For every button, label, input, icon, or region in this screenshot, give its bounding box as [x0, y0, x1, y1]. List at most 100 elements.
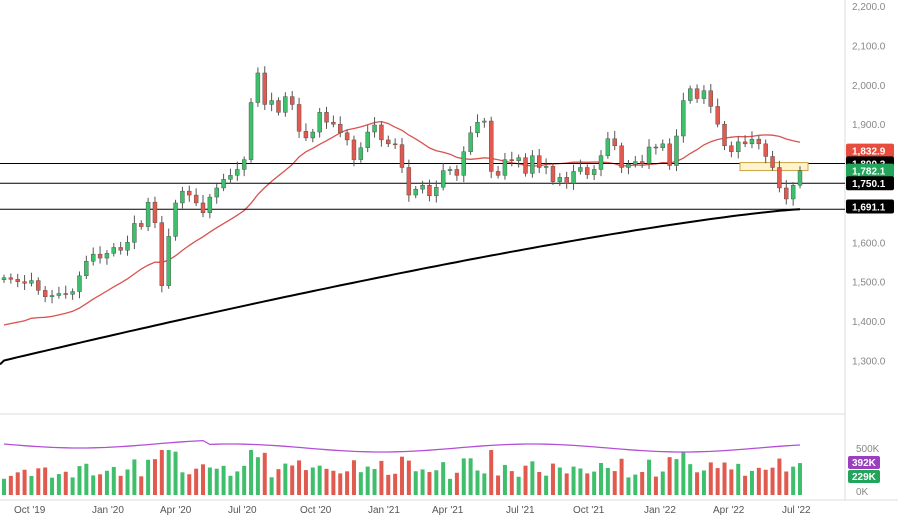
candle-body [365, 131, 370, 148]
candle-body [674, 135, 679, 166]
volume-bar [626, 477, 631, 495]
volume-bar [2, 478, 6, 495]
y-tick-label: 1,300.0 [852, 356, 886, 367]
candle-body [482, 120, 487, 123]
volume-bar [798, 463, 802, 495]
candle-body [543, 166, 549, 168]
candle-body [91, 253, 96, 262]
candle-body [248, 102, 254, 160]
y-tick-label: 1,600.0 [852, 238, 886, 249]
volume-bar [235, 471, 240, 495]
volume-bar [461, 458, 466, 495]
volume-bar [502, 464, 507, 495]
volume-bar [365, 466, 370, 495]
candle-body [132, 223, 137, 243]
volume-bar [756, 467, 761, 495]
volume-bar [489, 450, 494, 495]
candle-body [434, 186, 439, 197]
volume-bar [132, 459, 137, 495]
volume-bar [70, 477, 75, 495]
candle-body [111, 247, 116, 254]
volume-bar [8, 475, 13, 495]
candle-body [392, 143, 398, 146]
volume-bar [43, 467, 48, 495]
candle-body [591, 169, 597, 175]
candle-body [344, 132, 350, 141]
volume-bar [63, 471, 68, 495]
volume-bar [612, 471, 617, 495]
candle-body [454, 169, 460, 176]
candle-body [509, 159, 514, 161]
candle-body [324, 112, 329, 123]
volume-bar [358, 472, 363, 495]
x-tick-label: Jan '21 [368, 505, 400, 516]
candle-body [461, 151, 466, 176]
volume-bar [633, 474, 638, 495]
x-tick-label: Apr '21 [432, 505, 464, 516]
candle-body [585, 167, 590, 175]
candle-body [290, 96, 295, 105]
volume-bar [104, 470, 109, 495]
candle-body [598, 155, 604, 170]
candle-body [228, 175, 233, 180]
x-tick-label: Oct '21 [573, 505, 605, 516]
candle-body [797, 170, 803, 186]
volume-bar [77, 466, 82, 495]
volume-bar [523, 465, 528, 495]
volume-bar [736, 463, 741, 495]
candle-body [468, 132, 473, 152]
x-tick-label: Jul '21 [506, 505, 535, 516]
price-badge [846, 176, 894, 191]
candle-body [729, 145, 734, 152]
candle-body [118, 247, 123, 251]
volume-bar [201, 464, 205, 495]
volume-bar [516, 476, 521, 495]
moving-average-red [3, 120, 801, 326]
price-badge-label: 1,782.1 [852, 167, 886, 178]
candle-body [667, 143, 672, 166]
x-tick-label: Oct '19 [14, 505, 46, 516]
candle-body [303, 131, 309, 139]
volume-bar [619, 458, 624, 495]
candle-body [221, 179, 226, 189]
volume-bar [324, 468, 329, 495]
x-tick-label: Jan '22 [644, 505, 676, 516]
volume-bar [777, 458, 782, 495]
volume-bar [393, 473, 398, 495]
candle-body [331, 121, 336, 125]
volume-bar [255, 457, 260, 495]
candle-body [447, 169, 453, 171]
candle-body [763, 143, 768, 157]
candle-body [49, 295, 55, 297]
volume-bar [242, 465, 247, 495]
volume-bar [413, 471, 418, 495]
candle-body [235, 169, 240, 176]
candle-body [550, 166, 556, 182]
candle-body [399, 144, 405, 168]
candle-body [420, 185, 425, 190]
candle-body [166, 236, 171, 286]
volume-bar [290, 465, 295, 495]
candle-body [660, 143, 665, 148]
candle-body [790, 185, 796, 200]
volume-bar [695, 472, 700, 495]
y-tick-label: 2,000.0 [852, 81, 886, 92]
volume-bar [660, 471, 665, 495]
volume-bar [708, 462, 713, 495]
y-tick-label: 2,200.0 [852, 2, 886, 13]
candle-body [708, 90, 713, 107]
candle-body [193, 194, 199, 204]
candle-body [269, 100, 274, 105]
volume-bar [770, 467, 775, 495]
volume-bar [647, 459, 652, 495]
volume-bar [269, 477, 274, 495]
volume-bar [146, 459, 151, 495]
volume-bar [386, 474, 391, 495]
volume-bar [187, 474, 192, 495]
volume-bar [475, 470, 480, 495]
volume-bar [310, 467, 315, 495]
candle-body [646, 146, 652, 164]
candle-body [694, 88, 700, 99]
volume-bar [592, 471, 597, 495]
